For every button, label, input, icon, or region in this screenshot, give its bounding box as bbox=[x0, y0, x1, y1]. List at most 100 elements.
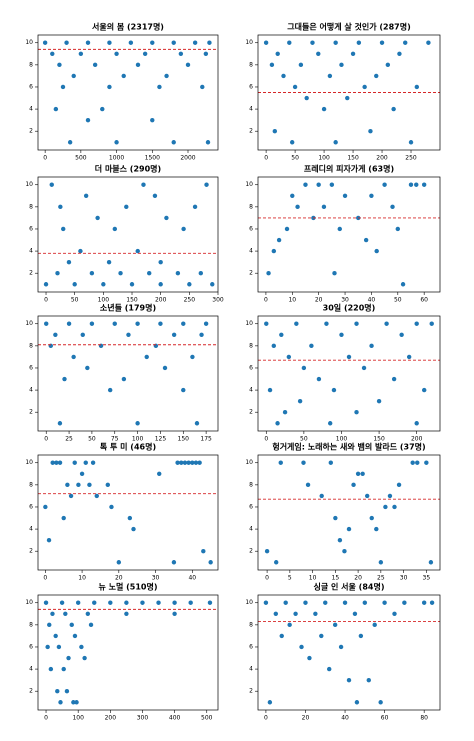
point bbox=[284, 226, 290, 232]
point bbox=[208, 560, 213, 565]
point bbox=[129, 282, 135, 287]
point bbox=[150, 40, 155, 45]
x-tick-label: 200 bbox=[376, 155, 388, 162]
point bbox=[360, 471, 365, 476]
x-tick-label: 20 bbox=[354, 575, 362, 582]
point bbox=[397, 51, 402, 56]
point bbox=[114, 140, 119, 145]
y-tick-label: 10 bbox=[25, 181, 33, 188]
point bbox=[56, 644, 62, 650]
x-tick-label: 40 bbox=[341, 715, 349, 722]
chart-title: 뉴 노멀 (510명) bbox=[98, 582, 157, 592]
y-tick-label: 4 bbox=[249, 666, 253, 673]
x-tick-label: 35 bbox=[423, 575, 431, 582]
y-tick-label: 2 bbox=[29, 688, 33, 695]
x-tick-label: 400 bbox=[169, 715, 181, 722]
point bbox=[171, 140, 176, 145]
point bbox=[57, 62, 62, 68]
point bbox=[88, 622, 94, 628]
point bbox=[339, 62, 344, 68]
point bbox=[172, 611, 177, 616]
y-tick-label: 10 bbox=[245, 320, 253, 327]
point bbox=[83, 460, 88, 465]
point bbox=[354, 321, 359, 326]
x-tick-label: 1500 bbox=[145, 155, 160, 162]
y-tick-label: 6 bbox=[29, 643, 33, 650]
x-tick-label: 100 bbox=[132, 436, 144, 443]
point bbox=[333, 40, 338, 45]
point bbox=[76, 482, 81, 488]
point bbox=[342, 549, 347, 554]
x-tick-label: 60 bbox=[420, 297, 428, 304]
y-tick-label: 10 bbox=[25, 320, 33, 327]
plot-frame bbox=[257, 176, 441, 293]
x-tick-label: 75 bbox=[111, 436, 119, 443]
point bbox=[310, 40, 315, 45]
point bbox=[283, 600, 288, 605]
point bbox=[175, 271, 181, 276]
point bbox=[112, 226, 118, 232]
chart-title: 싱글 인 서울 (84명) bbox=[314, 582, 385, 592]
point bbox=[141, 182, 146, 187]
chart-title: 소년들 (179명) bbox=[100, 303, 156, 313]
point bbox=[345, 95, 350, 101]
plot-frame bbox=[37, 594, 219, 711]
x-tick-label: 20 bbox=[115, 575, 123, 582]
point bbox=[319, 493, 324, 499]
point bbox=[295, 204, 300, 210]
point bbox=[354, 410, 359, 415]
y-tick-label: 6 bbox=[249, 364, 253, 371]
x-tick-label: 10 bbox=[309, 575, 317, 582]
point bbox=[187, 282, 192, 287]
point bbox=[410, 460, 415, 465]
point bbox=[144, 354, 149, 360]
point bbox=[400, 282, 406, 287]
plot-frame bbox=[37, 454, 219, 571]
point bbox=[172, 600, 177, 605]
point bbox=[74, 700, 79, 705]
point bbox=[422, 387, 427, 393]
point bbox=[60, 84, 66, 90]
point bbox=[181, 387, 186, 393]
point bbox=[327, 73, 333, 79]
chart-title: 그대들은 어떻게 살 것인가 (287명) bbox=[287, 22, 410, 32]
point bbox=[362, 600, 368, 605]
point bbox=[289, 140, 295, 145]
point bbox=[67, 140, 73, 145]
point bbox=[92, 62, 98, 68]
x-tick-label: 10 bbox=[78, 575, 86, 582]
x-tick-label: 0 bbox=[43, 575, 47, 582]
point bbox=[62, 376, 67, 382]
point bbox=[72, 633, 78, 639]
point bbox=[408, 140, 414, 145]
point bbox=[126, 332, 131, 337]
y-tick-label: 4 bbox=[29, 106, 33, 113]
point bbox=[53, 332, 58, 337]
point bbox=[71, 73, 76, 79]
point bbox=[294, 321, 299, 326]
point bbox=[178, 51, 184, 56]
x-tick-label: 0 bbox=[264, 436, 268, 443]
point bbox=[48, 666, 54, 672]
point bbox=[399, 332, 404, 337]
x-tick-label: 25 bbox=[65, 436, 73, 443]
point bbox=[366, 677, 371, 683]
point bbox=[61, 666, 66, 672]
point bbox=[414, 321, 419, 326]
point bbox=[303, 600, 308, 605]
point bbox=[158, 282, 163, 287]
point bbox=[269, 62, 275, 68]
point bbox=[358, 633, 364, 639]
point bbox=[356, 40, 362, 45]
point bbox=[421, 182, 427, 187]
y-tick-label: 4 bbox=[249, 106, 253, 113]
point bbox=[414, 84, 420, 90]
point bbox=[429, 321, 434, 326]
point bbox=[69, 622, 74, 628]
point bbox=[301, 365, 307, 371]
point bbox=[293, 611, 298, 616]
x-tick-label: 60 bbox=[381, 715, 389, 722]
point bbox=[107, 40, 112, 45]
point bbox=[274, 560, 279, 565]
